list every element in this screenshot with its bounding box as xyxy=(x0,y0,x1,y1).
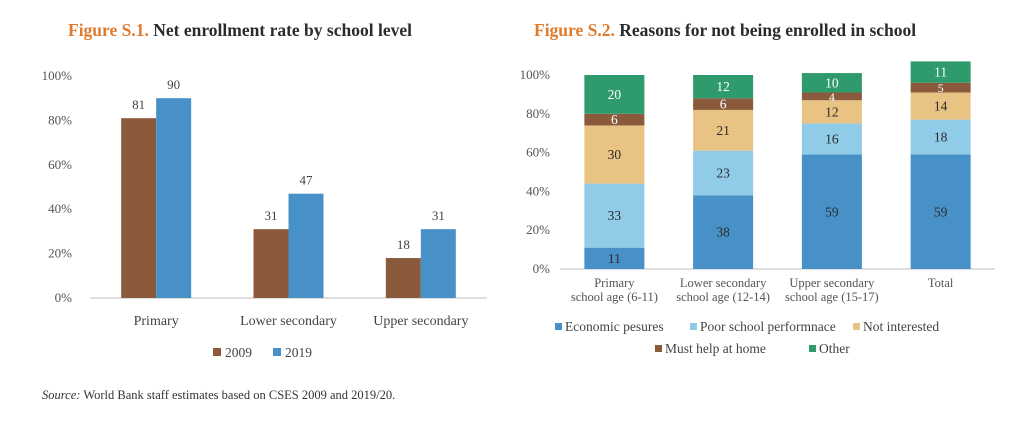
legend-swatch-2009 xyxy=(213,348,221,356)
legend-label: Poor school performnace xyxy=(700,319,836,334)
figure-1-title: Figure S.1. Net enrollment rate by schoo… xyxy=(68,20,412,41)
stack-segment xyxy=(584,125,645,184)
y-tick-label: 0% xyxy=(55,290,73,305)
bar-2009 xyxy=(253,229,289,298)
stack-segment xyxy=(693,75,754,99)
figure-2-title: Figure S.2. Reasons for not being enroll… xyxy=(534,20,916,41)
legend-swatch xyxy=(555,323,562,330)
figure-2-number: Figure S.2. xyxy=(534,20,615,40)
figure-1-caption: Net enrollment rate by school level xyxy=(153,20,412,40)
stack-segment xyxy=(693,109,754,151)
source-text: World Bank staff estimates based on CSES… xyxy=(83,388,396,402)
x-tick-label: Upper secondary xyxy=(373,314,468,329)
y-tick-label: 80% xyxy=(526,106,550,121)
y-tick-label: 60% xyxy=(48,157,72,172)
segment-label: 5 xyxy=(938,81,944,95)
legend-swatch xyxy=(655,345,662,352)
segment-label: 4 xyxy=(829,90,835,104)
x-tick-label: Upper secondary xyxy=(789,276,875,290)
legend-label: Economic pesures xyxy=(565,319,664,334)
segment-label: 16 xyxy=(825,132,839,147)
segment-label: 21 xyxy=(716,123,730,138)
legend-label: 2019 xyxy=(285,345,312,360)
x-tick-label: Lower secondary xyxy=(240,314,337,329)
segment-label: 38 xyxy=(716,225,730,240)
stack-segment xyxy=(910,119,971,155)
segment-label: 12 xyxy=(825,104,839,119)
stack-segment xyxy=(693,150,754,196)
source-note: Source: World Bank staff estimates based… xyxy=(42,388,395,403)
stack-segment xyxy=(693,98,754,110)
stack-segment xyxy=(801,123,862,155)
y-tick-label: 60% xyxy=(526,145,550,160)
y-tick-label: 40% xyxy=(48,201,72,216)
data-label: 81 xyxy=(132,97,145,112)
legend-label: 2009 xyxy=(225,345,252,360)
stack-segment xyxy=(801,100,862,124)
enrollment-chart: 0% 20% 40% 60% 80% 100% 81 90 Primary 31 47 Lower s… xyxy=(42,68,487,360)
legend-label: Other xyxy=(819,341,850,356)
bar-2019 xyxy=(420,229,456,298)
segment-label: 11 xyxy=(934,65,947,80)
y-tick-label: 100% xyxy=(42,68,73,83)
source-label: Source: xyxy=(42,388,81,402)
data-label: 47 xyxy=(300,173,314,188)
x-tick-label: school age (12-14) xyxy=(676,290,770,304)
segment-label: 12 xyxy=(716,79,730,94)
figure-1-number: Figure S.1. xyxy=(68,20,149,40)
stack-segment xyxy=(910,92,971,120)
stack-segment xyxy=(801,92,862,101)
segment-label: 59 xyxy=(825,204,839,219)
x-tick-label: school age (6-11) xyxy=(571,290,658,304)
segment-label: 10 xyxy=(825,75,839,90)
stack-segment xyxy=(584,113,645,126)
stack-segment xyxy=(584,183,645,248)
stack-segment xyxy=(910,61,971,83)
segment-label: 6 xyxy=(720,97,727,112)
bar-2009 xyxy=(121,118,157,299)
stack-segment xyxy=(584,247,645,269)
x-tick-label: Primary xyxy=(134,314,179,329)
legend-label: Not interested xyxy=(863,319,939,334)
legend-label: Must help at home xyxy=(665,341,766,356)
legend-swatch-2019 xyxy=(273,348,281,356)
stack-segment xyxy=(801,73,862,93)
segment-label: 23 xyxy=(716,165,730,180)
y-tick-label: 20% xyxy=(48,246,72,261)
reasons-chart: 0%20%40%60%80%100%113330620Primaryschool… xyxy=(520,61,995,356)
y-tick-label: 20% xyxy=(526,222,550,237)
stack-segment xyxy=(693,195,754,269)
y-tick-label: 100% xyxy=(520,67,551,82)
segment-label: 59 xyxy=(934,204,948,219)
figure-2-caption: Reasons for not being enrolled in school xyxy=(619,20,917,40)
bar-2009 xyxy=(385,258,421,298)
bar-2019 xyxy=(288,193,324,298)
segment-label: 6 xyxy=(611,112,618,127)
x-tick-label: Lower secondary xyxy=(680,276,767,290)
y-tick-label: 40% xyxy=(526,183,550,198)
segment-label: 18 xyxy=(934,130,948,145)
segment-label: 11 xyxy=(608,251,621,266)
segment-label: 20 xyxy=(608,87,622,102)
stack-segment xyxy=(801,154,862,269)
x-tick-label: Primary xyxy=(594,276,635,290)
y-tick-label: 80% xyxy=(48,112,72,127)
stack-segment xyxy=(910,82,971,93)
data-label: 90 xyxy=(167,77,180,92)
segment-label: 30 xyxy=(608,147,622,162)
data-label: 18 xyxy=(397,237,410,252)
bar-2019 xyxy=(156,98,192,298)
y-tick-label: 0% xyxy=(533,261,551,276)
data-label: 31 xyxy=(432,208,445,223)
stack-segment xyxy=(584,75,645,114)
stack-segment xyxy=(910,154,971,269)
legend-swatch xyxy=(809,345,816,352)
segment-label: 33 xyxy=(608,208,622,223)
legend-swatch xyxy=(690,323,697,330)
data-label: 31 xyxy=(265,208,278,223)
legend-swatch xyxy=(853,323,860,330)
x-tick-label: Total xyxy=(928,276,954,290)
x-tick-label: school age (15-17) xyxy=(785,290,879,304)
segment-label: 14 xyxy=(934,99,948,114)
